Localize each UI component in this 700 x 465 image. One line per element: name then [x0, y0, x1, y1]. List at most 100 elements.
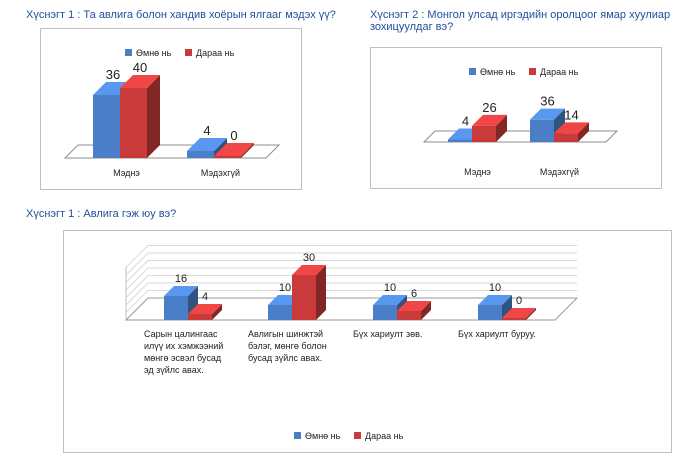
c3-value-3-1: 0 [516, 295, 522, 307]
c3-bar-1-0-front [268, 305, 292, 320]
c2-bar-1-1-side [578, 122, 589, 142]
c3-value-2-0: 10 [384, 282, 396, 294]
c3-bar-3-0-front [478, 305, 502, 320]
c3-bar-1-1-front [292, 275, 316, 320]
c2-bar-0-1 [472, 114, 507, 142]
c3-bar-1-1-side [316, 265, 326, 320]
c2-bar-1-0-top [530, 108, 565, 120]
c1-bar-1-0-top [187, 138, 227, 151]
c3-xlabel-3-line-0: Бүх хариулт буруу. [458, 329, 536, 339]
c3-gridline-diag-35 [125, 245, 149, 268]
c3-gridline-diag-15 [125, 275, 149, 298]
c3-bar-2-0-top [373, 295, 407, 305]
c3-legend-swatch-1 [354, 432, 361, 439]
chart2-title: Хүснэгт 2 : Монгол улсад иргэдийн оролцо… [370, 9, 671, 33]
c2-legend-swatch-0 [469, 68, 476, 75]
c1-legend-swatch-1 [185, 49, 192, 56]
c2-legend-label-0: Өмнө нь [480, 67, 516, 77]
c3-bar-3-0-top [478, 295, 512, 305]
c2-bar-1-1-front [554, 133, 578, 142]
c3-bar-2-1-top [397, 301, 431, 311]
c2-legend-label-1: Дараа нь [540, 67, 579, 77]
c2-legend-swatch-1 [529, 68, 536, 75]
c3-xlabel-2: Бүх хариулт зөв. [353, 329, 422, 339]
c3-xlabel-1-line-1: бэлэг, мөнгө болон [248, 341, 327, 351]
c3-bar-2-1 [397, 301, 431, 320]
c3-bar-2-0-front [373, 305, 397, 320]
c3-xlabel-0-line-0: Сарын цалингаас [144, 329, 218, 339]
c3-legend-swatch-0 [294, 432, 301, 439]
c2-value-0-0: 4 [462, 114, 469, 129]
c1-value-0-1: 40 [133, 60, 147, 75]
c2-bar-0-1-top [472, 114, 507, 126]
c2-xlabel-1: Мэдэхгүй [540, 167, 579, 177]
c1-bar-1-1-side [241, 143, 254, 158]
c1-bar-0-1 [120, 75, 160, 158]
c3-value-0-0: 16 [175, 273, 187, 285]
c3-bar-3-1-top [502, 308, 536, 318]
c2-value-1-1: 14 [564, 107, 578, 122]
c3-value-3-0: 10 [489, 282, 501, 294]
c3-xlabel-0-line-3: эд зүйлс авах. [144, 365, 204, 375]
c2-value-1-0: 36 [540, 94, 554, 109]
c2-bar-1-0 [530, 108, 565, 142]
c3-xlabel-1: Авлигын шинжтэй бэлэг, мөнгө болон бусад з… [248, 329, 327, 363]
c3-gridline-diag-5 [125, 290, 149, 313]
c1-xlabel-1: Мэдэхгүй [201, 168, 240, 178]
c2-xlabel-0: Мэднэ [464, 167, 491, 177]
c3-legend-label-0: Өмнө нь [305, 431, 341, 441]
c3-bar-1-1-top [292, 265, 326, 275]
c3-bar-3-1-front [502, 318, 526, 320]
c1-bar-1-1 [214, 143, 254, 158]
c3-xlabel-1-line-0: Авлигын шинжтэй [248, 329, 323, 339]
c1-xlabel-0: Мэднэ [113, 168, 140, 178]
c1-bar-0-1-top [120, 75, 160, 88]
c2-bar-0-1-front [472, 125, 496, 142]
c3-bar-0-1 [188, 304, 222, 320]
c3-bar-0-1-top [188, 304, 222, 314]
c3-xlabel-0: Сарын цалингаас илүү их хэмжээний мөнгө эс… [144, 329, 223, 375]
c3-xlabel-2-line-0: Бүх хариулт зөв. [353, 329, 422, 339]
c3-value-1-0: 10 [279, 282, 291, 294]
c3-bar-1-1 [292, 265, 326, 320]
c3-xlabel-0-line-1: илүү их хэмжээний [144, 341, 223, 351]
chart2-panel: 4 26 Мэднэ 36 14 Мэдэхгүй Өмнө нь Дараа нь [370, 47, 662, 189]
c2-bar-0-1-side [496, 114, 507, 142]
chart3-svg: 16 4 Сарын цалингаас илүү их хэмжээний мөнгө… [124, 245, 579, 441]
c3-legend-label-1: Дараа нь [365, 431, 404, 441]
c1-bar-1-1-front [214, 156, 241, 158]
c3-value-2-1: 6 [411, 288, 417, 300]
c2-bar-1-1-top [554, 122, 589, 134]
c3-bar-3-0 [478, 295, 512, 320]
c3-bar-3-1 [502, 308, 536, 320]
c3-gridline-diag-10 [125, 282, 149, 306]
chart2-svg: 4 26 Мэднэ 36 14 Мэдэхгүй Өмнө нь Дараа нь [422, 67, 619, 177]
c3-bar-0-1-front [188, 314, 212, 320]
c1-bar-1-0-front [187, 151, 214, 158]
c2-bar-1-1 [554, 122, 589, 142]
c1-legend-label-1: Дараа нь [196, 48, 235, 58]
chart3-panel: 16 4 Сарын цалингаас илүү их хэмжээний мөнгө… [63, 230, 672, 453]
c3-bar-0-1-side [212, 304, 222, 320]
c3-gridline-diag-25 [125, 260, 149, 283]
c3-bar-0-0-top [164, 286, 198, 296]
c3-gridline-diag-30 [125, 252, 149, 276]
c1-bar-1-1-top [214, 143, 254, 156]
c1-bar-0-1-side [147, 75, 160, 158]
chart3-title: Хүснэгт 1 : Авлига гэж юу вэ? [26, 208, 177, 220]
c1-value-1-0: 4 [203, 123, 210, 138]
c1-bar-0-1-front [120, 88, 147, 158]
c3-bar-2-1-front [397, 311, 421, 320]
chart1-title: Хүснэгт 1 : Та авлига болон хандив хоёры… [26, 9, 336, 21]
c3-xlabel-1-line-2: бусад зүйлс авах. [248, 353, 322, 363]
c3-xlabel-3: Бүх хариулт буруу. [458, 329, 536, 339]
c3-bar-2-1-side [421, 301, 431, 320]
c1-value-1-1: 0 [230, 128, 237, 143]
c2-value-0-1: 26 [482, 100, 496, 115]
c2-bar-1-0-front [530, 119, 554, 142]
c3-bar-3-1-side [526, 308, 536, 320]
chart1-panel: 36 40 Мэднэ 4 0 Мэдэхгүй Өмнө нь Дараа нь [40, 28, 302, 190]
c1-legend-swatch-0 [125, 49, 132, 56]
c3-bar-3-0-side [502, 295, 512, 320]
